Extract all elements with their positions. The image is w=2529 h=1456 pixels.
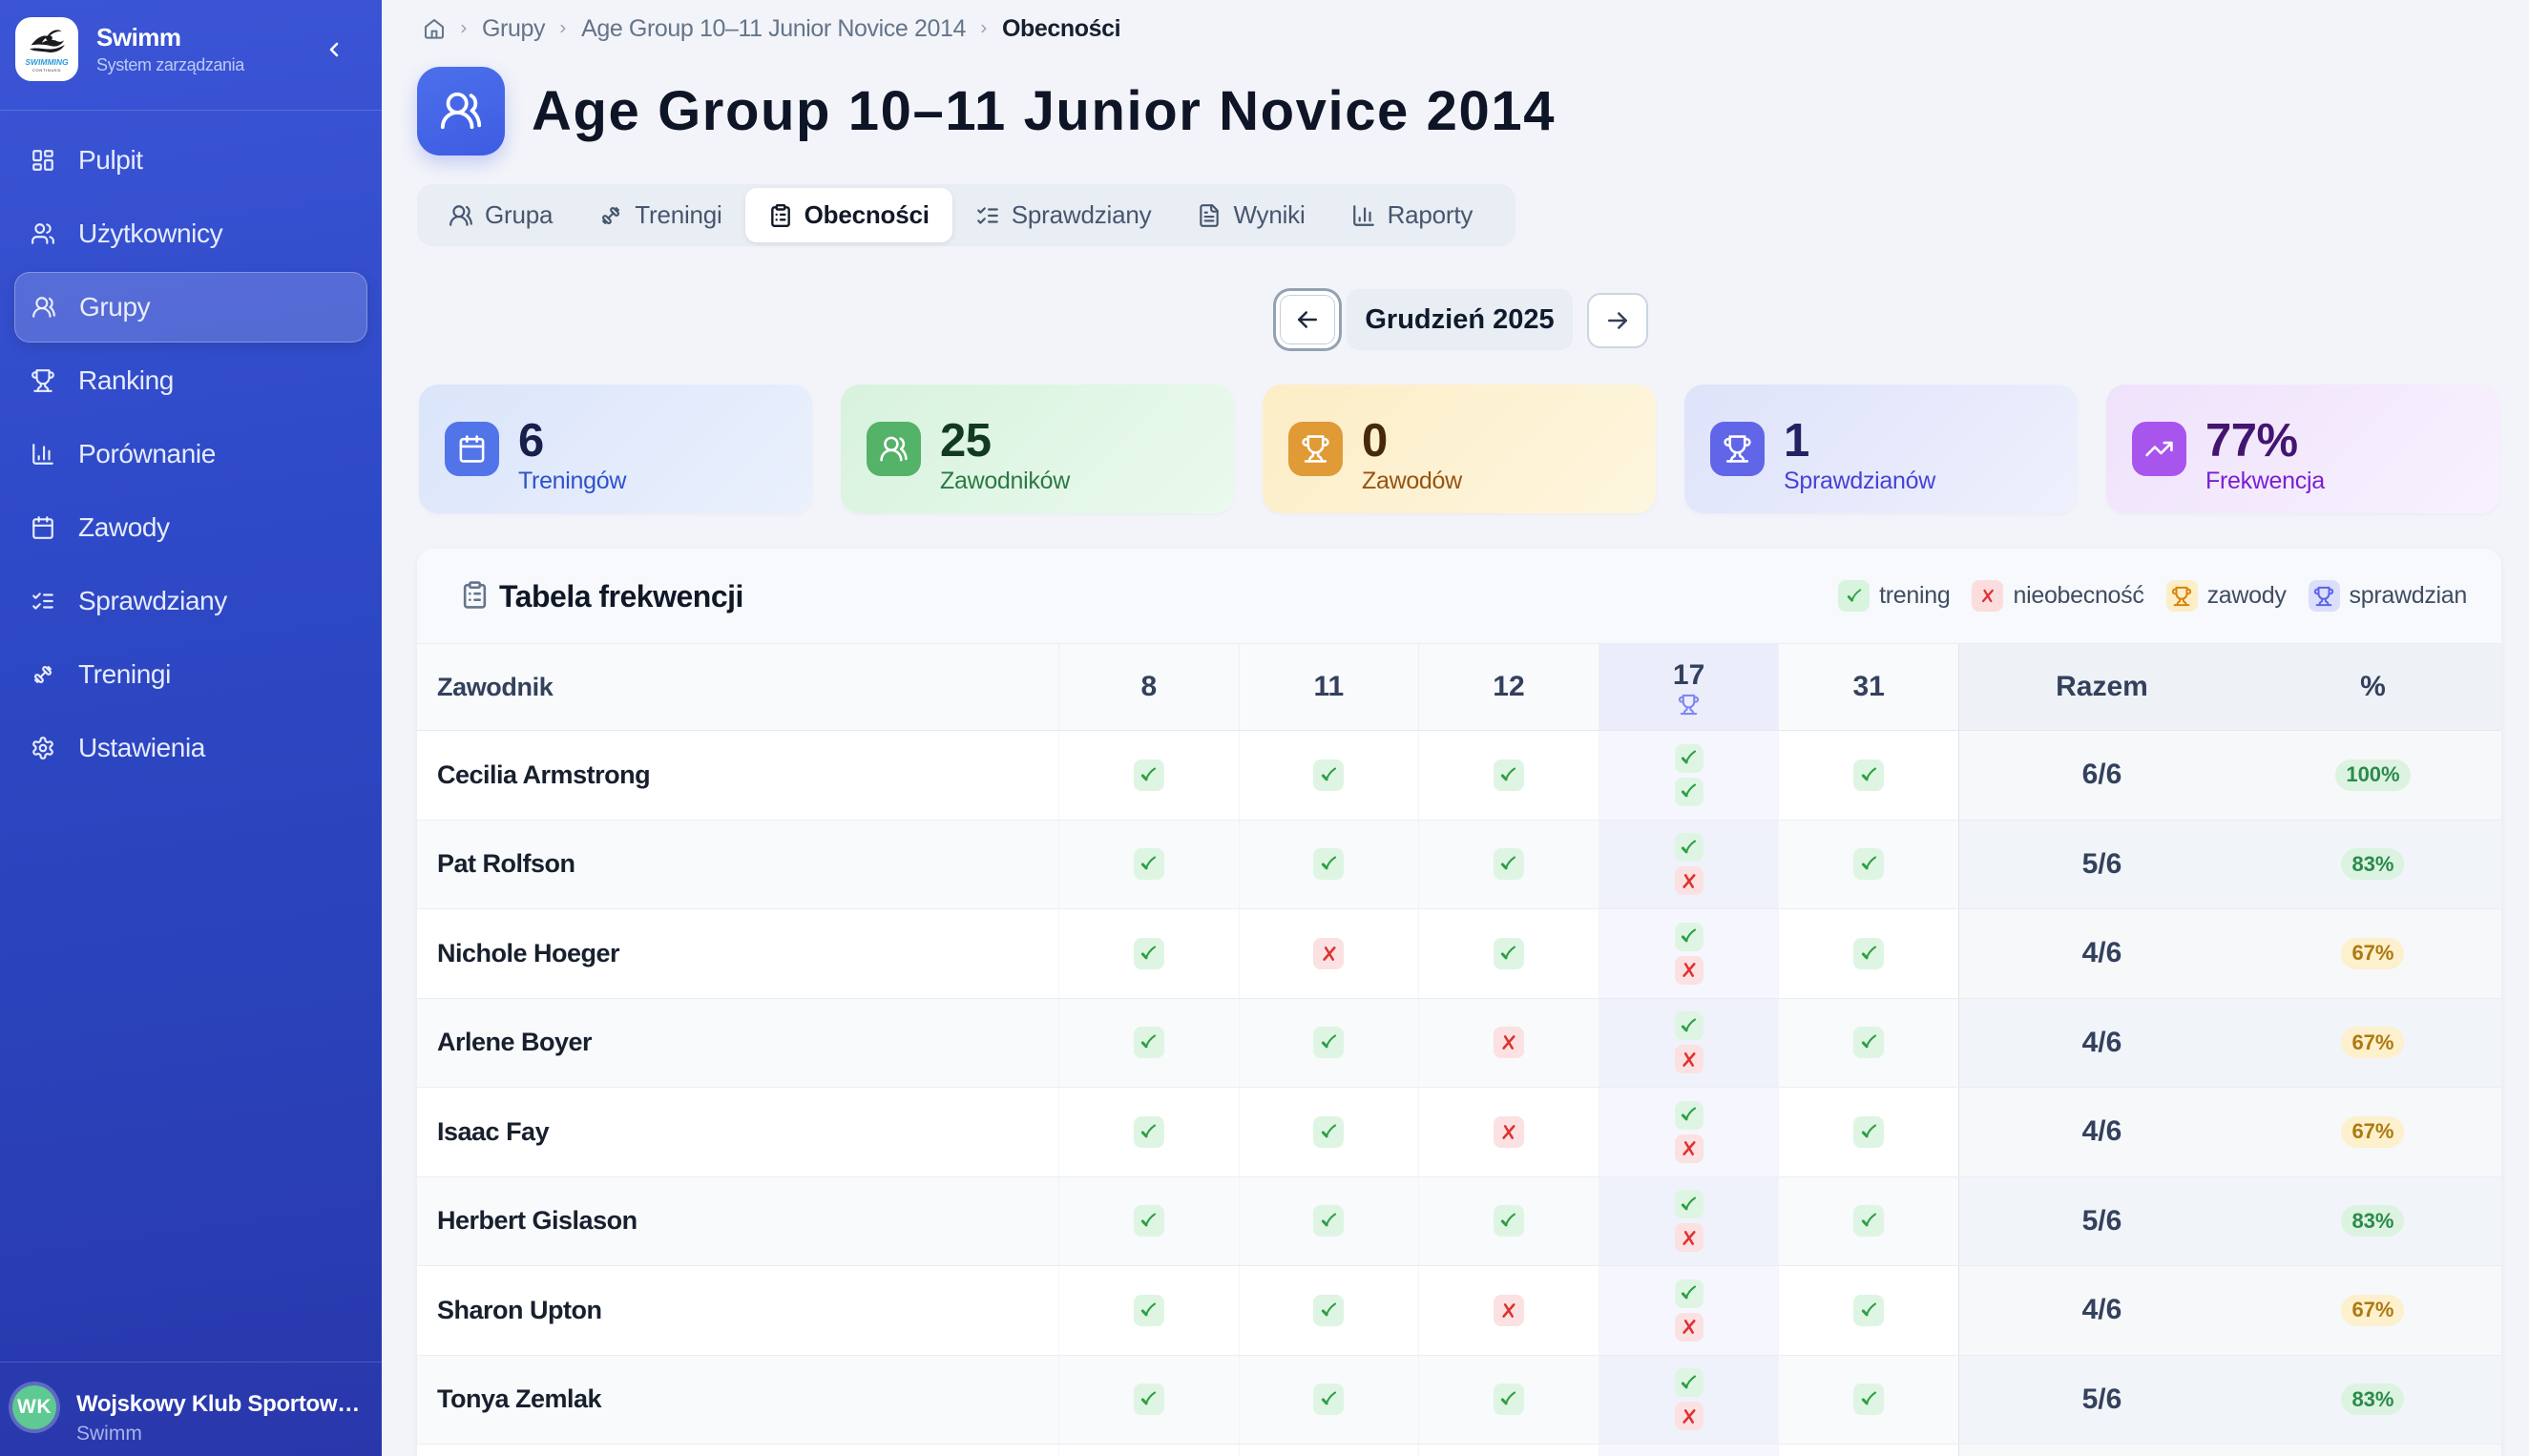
svg-text:SWIMMING: SWIMMING — [25, 57, 69, 67]
svg-text:CONTINUED: CONTINUED — [32, 68, 61, 73]
